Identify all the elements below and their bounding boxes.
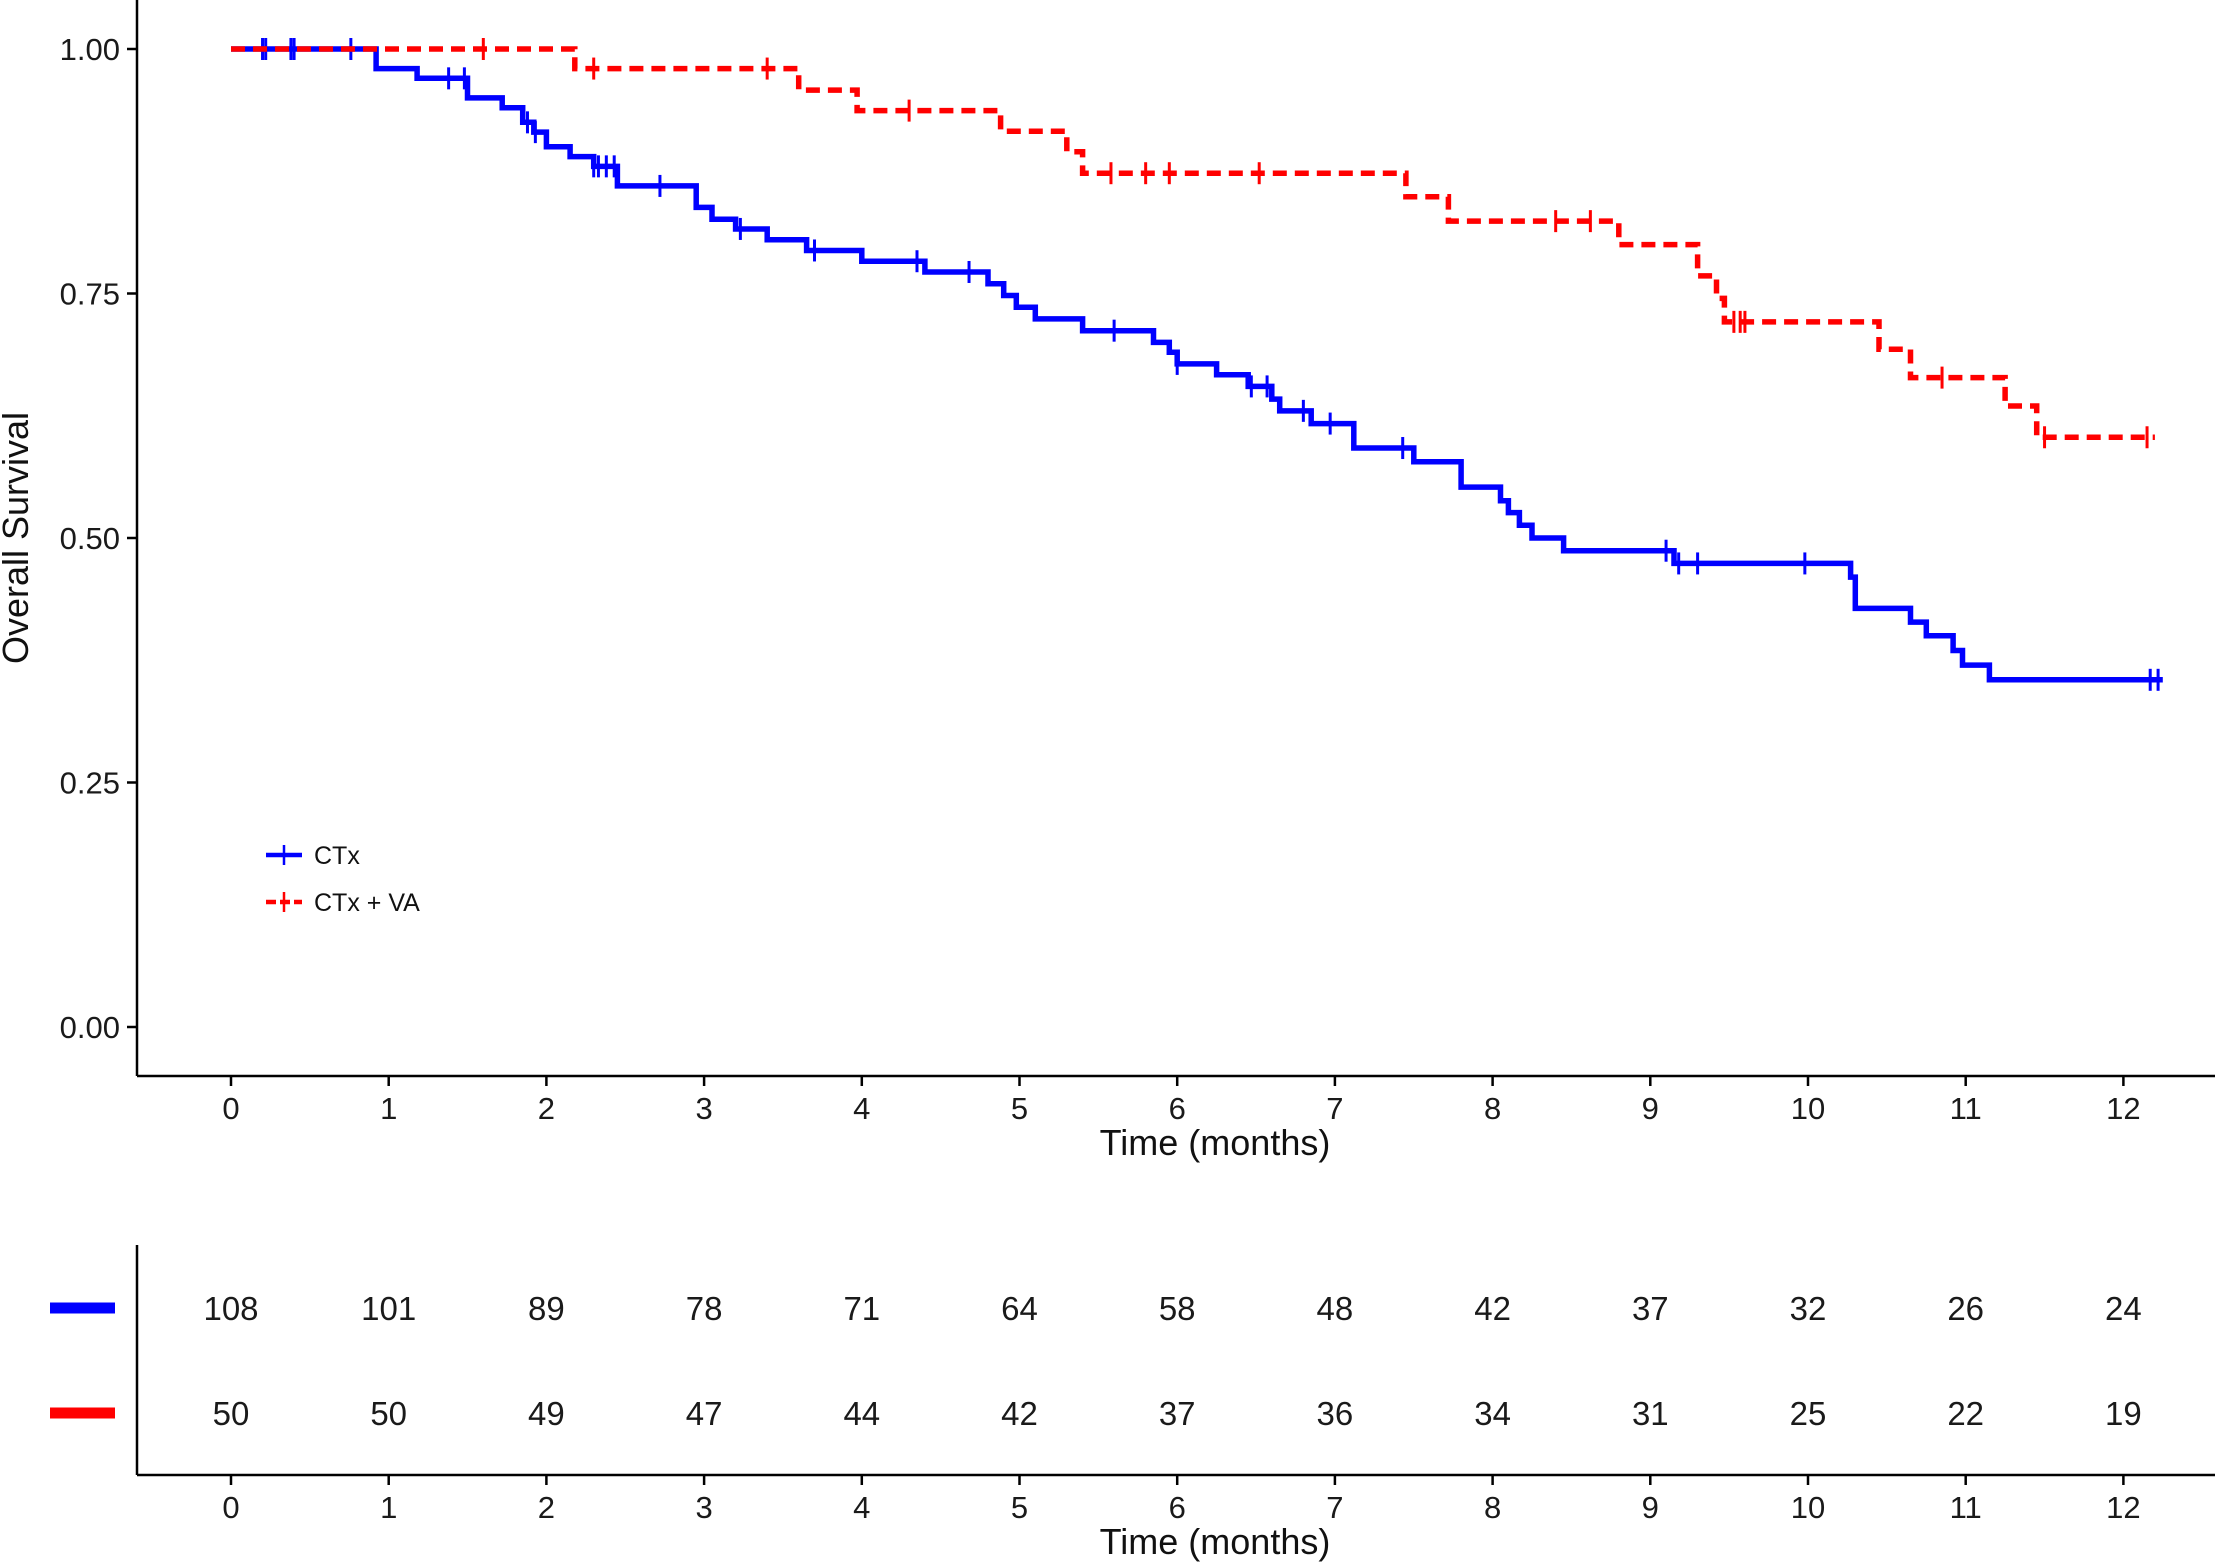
risk-count: 101: [361, 1290, 416, 1327]
risk-count: 108: [203, 1290, 258, 1327]
x-tick-label: 4: [853, 1091, 870, 1126]
y-axis-ticks: 0.00 0.25 0.50 0.75 1.00: [60, 32, 137, 1045]
risk-count: 37: [1632, 1290, 1669, 1327]
risk-count: 44: [843, 1395, 880, 1432]
legend-label: CTx: [314, 842, 360, 870]
y-axis-title: Overall Survival: [0, 412, 36, 664]
x-tick-label: 5: [1011, 1091, 1028, 1126]
x-tick-label: 8: [1484, 1490, 1501, 1525]
legend-label: CTx + VA: [314, 889, 420, 917]
risk-count: 25: [1790, 1395, 1827, 1432]
risk-count: 24: [2105, 1290, 2142, 1327]
x-tick-label: 7: [1326, 1091, 1343, 1126]
risk-table-rows: 108 101 89 78 71 64 58 48 42 37 32 26 24 50 50 49 47 44 42…: [50, 1290, 2142, 1432]
x-tick-label: 4: [853, 1490, 870, 1525]
risk-count: 42: [1474, 1290, 1511, 1327]
x-tick-label: 9: [1642, 1490, 1659, 1525]
y-tick-label: 0.50: [60, 521, 120, 556]
risk-x-axis-ticks: 0 1 2 3 4 5 6 7 8 9 10 11 12: [222, 1475, 2141, 1525]
x-tick-label: 11: [1950, 1091, 1982, 1126]
x-tick-label: 7: [1326, 1490, 1343, 1525]
x-tick-label: 12: [2106, 1091, 2140, 1126]
x-tick-label: 11: [1950, 1490, 1982, 1525]
risk-count: 64: [1001, 1290, 1038, 1327]
risk-count: 48: [1317, 1290, 1354, 1327]
risk-count: 78: [686, 1290, 723, 1327]
x-tick-label: 3: [695, 1490, 712, 1525]
y-tick-label: 0.75: [60, 277, 120, 312]
x-tick-label: 9: [1642, 1091, 1659, 1126]
x-axis-ticks: 0 1 2 3 4 5 6 7 8 9 10 11 12: [222, 1076, 2141, 1126]
risk-count: 58: [1159, 1290, 1196, 1327]
x-tick-label: 10: [1791, 1091, 1825, 1126]
x-tick-label: 0: [222, 1091, 239, 1126]
risk-count: 36: [1317, 1395, 1354, 1432]
x-tick-label: 2: [538, 1490, 555, 1525]
x-tick-label: 5: [1011, 1490, 1028, 1525]
x-tick-label: 6: [1169, 1091, 1186, 1126]
y-tick-label: 0.25: [60, 766, 120, 801]
x-tick-label: 6: [1169, 1490, 1186, 1525]
x-tick-label: 0: [222, 1490, 239, 1525]
x-tick-label: 1: [380, 1091, 397, 1126]
y-tick-label: 1.00: [60, 32, 120, 67]
x-tick-label: 12: [2106, 1490, 2140, 1525]
risk-count: 47: [686, 1395, 723, 1432]
risk-count: 71: [843, 1290, 880, 1327]
x-tick-label: 10: [1791, 1490, 1825, 1525]
survival-curve-ctx: [231, 46, 2163, 683]
risk-x-axis-title: Time (months): [1100, 1521, 1331, 1562]
survival-curves: [231, 38, 2163, 691]
x-tick-label: 2: [538, 1091, 555, 1126]
x-axis-title: Time (months): [1100, 1122, 1331, 1163]
risk-count: 89: [528, 1290, 565, 1327]
x-tick-label: 3: [695, 1091, 712, 1126]
risk-count: 49: [528, 1395, 565, 1432]
risk-count: 22: [1947, 1395, 1984, 1432]
risk-count: 50: [370, 1395, 407, 1432]
risk-count: 19: [2105, 1395, 2142, 1432]
risk-count: 34: [1474, 1395, 1511, 1432]
x-tick-label: 8: [1484, 1091, 1501, 1126]
risk-count: 37: [1159, 1395, 1196, 1432]
risk-count: 26: [1947, 1290, 1984, 1327]
legend: CTx CTx + VA: [266, 842, 420, 917]
risk-count: 31: [1632, 1395, 1669, 1432]
risk-count: 32: [1790, 1290, 1827, 1327]
risk-count: 50: [213, 1395, 250, 1432]
x-tick-label: 1: [380, 1490, 397, 1525]
survival-curve-ctx-va: [231, 46, 2155, 441]
km-plot-panel: 0.000.250.500.751.00 0 1 2 3 4 5 6 7 8 9 10 11 12 Ov…: [0, 0, 2215, 1163]
risk-count: 42: [1001, 1395, 1038, 1432]
y-tick-label: 0.00: [60, 1010, 120, 1045]
